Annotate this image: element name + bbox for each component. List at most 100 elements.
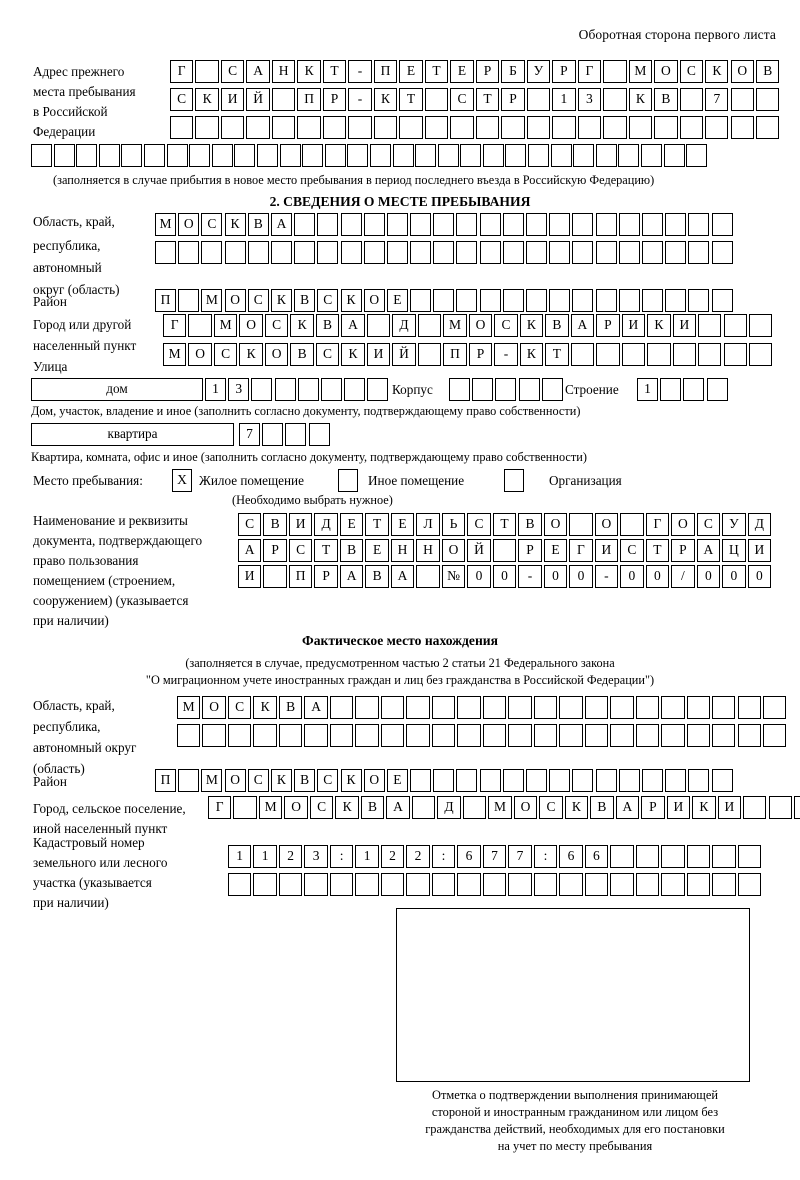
char-cell[interactable] [711, 213, 733, 236]
char-cell[interactable]: С [450, 88, 474, 111]
char-cell[interactable]: 7 [239, 423, 260, 446]
stay-region-row-2[interactable] [155, 241, 735, 264]
char-cell[interactable]: С [247, 289, 269, 312]
char-cell[interactable]: И [366, 343, 391, 366]
char-cell[interactable]: 6 [559, 845, 583, 868]
char-cell[interactable] [188, 314, 212, 337]
char-cell[interactable]: - [518, 565, 542, 588]
char-cell[interactable] [559, 873, 583, 896]
char-cell[interactable] [641, 769, 663, 792]
char-cell[interactable]: К [253, 696, 277, 719]
char-cell[interactable]: Т [492, 513, 517, 536]
char-cell[interactable] [663, 144, 685, 167]
char-cell[interactable] [233, 796, 257, 819]
korpus-cells[interactable] [449, 378, 565, 401]
char-cell[interactable]: О [441, 539, 466, 562]
char-cell[interactable]: 1 [253, 845, 277, 868]
char-cell[interactable]: 7 [508, 845, 532, 868]
char-cell[interactable] [508, 696, 532, 719]
char-cell[interactable]: К [519, 314, 544, 337]
char-cell[interactable]: Г [569, 539, 593, 562]
char-cell[interactable]: О [363, 289, 385, 312]
char-cell[interactable]: 0 [467, 565, 491, 588]
char-cell[interactable] [380, 873, 405, 896]
char-cell[interactable] [737, 873, 761, 896]
char-cell[interactable]: И [220, 88, 245, 111]
char-cell[interactable] [322, 116, 347, 139]
char-cell[interactable]: - [348, 60, 372, 83]
char-cell[interactable] [433, 289, 455, 312]
char-cell[interactable] [431, 696, 456, 719]
char-cell[interactable] [457, 724, 481, 747]
char-cell[interactable]: Р [501, 88, 525, 111]
stamp-box[interactable] [396, 908, 750, 1082]
char-cell[interactable] [698, 343, 722, 366]
char-cell[interactable] [433, 769, 455, 792]
char-cell[interactable]: М [201, 769, 223, 792]
char-cell[interactable] [688, 241, 710, 264]
char-cell[interactable] [502, 769, 524, 792]
char-cell[interactable]: А [341, 314, 365, 337]
char-cell[interactable] [763, 696, 787, 719]
char-cell[interactable]: С [620, 539, 644, 562]
char-cell[interactable] [297, 116, 321, 139]
char-cell[interactable]: 0 [569, 565, 593, 588]
char-cell[interactable] [737, 696, 761, 719]
char-cell[interactable] [508, 873, 532, 896]
char-cell[interactable]: 1 [355, 845, 379, 868]
char-cell[interactable]: 2 [406, 845, 430, 868]
checkbox-zhiloe-pomeshenie[interactable]: X [172, 469, 192, 492]
char-cell[interactable] [794, 796, 800, 819]
char-cell[interactable] [76, 144, 98, 167]
flat-cells[interactable]: 7 [239, 423, 332, 446]
char-cell[interactable] [410, 241, 432, 264]
char-cell[interactable] [661, 845, 685, 868]
char-cell[interactable]: К [564, 796, 589, 819]
char-cell[interactable]: Е [399, 60, 423, 83]
char-cell[interactable] [595, 144, 617, 167]
char-cell[interactable]: 0 [696, 565, 721, 588]
char-cell[interactable] [641, 289, 663, 312]
char-cell[interactable] [661, 873, 685, 896]
char-cell[interactable] [584, 696, 609, 719]
char-cell[interactable] [686, 724, 710, 747]
char-cell[interactable] [688, 769, 710, 792]
char-cell[interactable]: Г [163, 314, 187, 337]
char-cell[interactable]: О [594, 513, 619, 536]
char-cell[interactable]: В [290, 343, 314, 366]
char-cell[interactable]: С [696, 513, 721, 536]
char-cell[interactable] [688, 213, 710, 236]
char-cell[interactable] [654, 116, 678, 139]
char-cell[interactable] [505, 144, 527, 167]
char-cell[interactable]: Г [170, 60, 194, 83]
char-cell[interactable] [479, 769, 501, 792]
char-cell[interactable] [178, 769, 200, 792]
char-cell[interactable] [317, 213, 339, 236]
char-cell[interactable] [541, 378, 563, 401]
char-cell[interactable] [665, 213, 687, 236]
char-cell[interactable]: Б [501, 60, 525, 83]
char-cell[interactable]: Е [386, 769, 408, 792]
char-cell[interactable]: И [717, 796, 741, 819]
char-cell[interactable] [584, 724, 609, 747]
char-cell[interactable] [768, 796, 792, 819]
char-cell[interactable]: И [672, 314, 696, 337]
char-cell[interactable]: М [628, 60, 653, 83]
char-cell[interactable] [763, 724, 787, 747]
char-cell[interactable] [304, 873, 328, 896]
char-cell[interactable] [227, 724, 252, 747]
char-cell[interactable] [665, 241, 687, 264]
char-cell[interactable] [730, 88, 754, 111]
char-cell[interactable]: С [264, 314, 289, 337]
char-cell[interactable]: В [263, 513, 287, 536]
char-cell[interactable]: В [545, 314, 569, 337]
char-cell[interactable] [549, 769, 571, 792]
char-cell[interactable] [166, 144, 188, 167]
char-cell[interactable]: С [170, 88, 194, 111]
char-cell[interactable]: К [628, 88, 653, 111]
char-cell[interactable] [297, 378, 319, 401]
char-cell[interactable] [302, 144, 324, 167]
char-cell[interactable] [526, 88, 551, 111]
char-cell[interactable]: М [443, 314, 467, 337]
